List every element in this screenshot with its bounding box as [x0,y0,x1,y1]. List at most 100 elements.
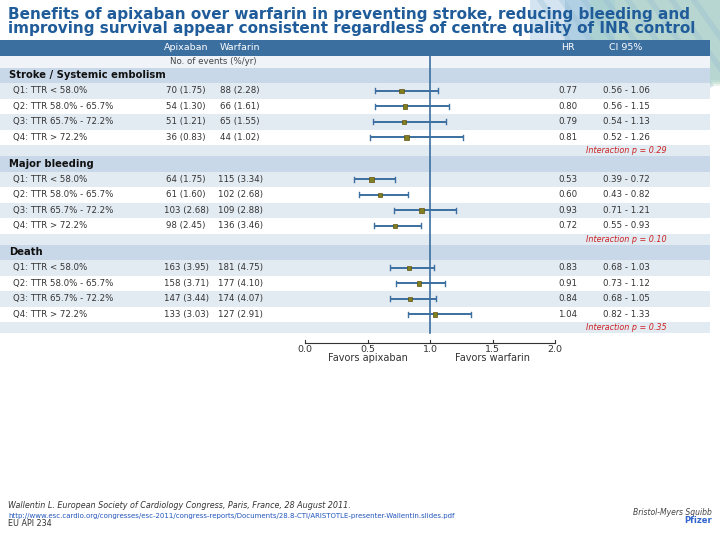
Bar [590,0,720,84]
Text: Major bleeding: Major bleeding [9,159,94,168]
Bar [0,307,710,322]
Text: 181 (4.75): 181 (4.75) [217,263,263,272]
Text: 0.52 - 1.26: 0.52 - 1.26 [603,133,649,141]
Bar [0,56,710,68]
Text: Bristol-Myers Squibb: Bristol-Myers Squibb [633,508,712,517]
Text: Q4: TTR > 72.2%: Q4: TTR > 72.2% [13,310,87,319]
Text: 88 (2.28): 88 (2.28) [220,86,260,95]
Bar [0,260,710,275]
Text: Favors apixaban: Favors apixaban [328,353,408,363]
Text: 0.72: 0.72 [559,221,577,230]
Bar [407,266,411,270]
Text: 0.43 - 0.82: 0.43 - 0.82 [603,190,649,199]
Text: 0.81: 0.81 [559,133,577,141]
Text: Interaction p = 0.29: Interaction p = 0.29 [585,146,666,155]
Text: Q4: TTR > 72.2%: Q4: TTR > 72.2% [13,221,87,230]
Text: 0.71 - 1.21: 0.71 - 1.21 [603,206,649,215]
Text: 177 (4.10): 177 (4.10) [217,279,263,288]
Text: EU API 234: EU API 234 [8,519,52,528]
Bar [0,130,710,145]
Text: 36 (0.83): 36 (0.83) [166,133,206,141]
Bar [0,145,710,156]
Bar [0,233,710,245]
Bar [0,68,710,83]
Bar [0,83,710,98]
Bar [402,104,408,109]
Text: Q3: TTR 65.7% - 72.2%: Q3: TTR 65.7% - 72.2% [13,117,113,126]
Text: 0.60: 0.60 [559,190,577,199]
Bar [0,291,710,307]
Bar [408,296,413,301]
Text: 0.56 - 1.06: 0.56 - 1.06 [603,86,649,95]
Text: 0.53: 0.53 [559,175,577,184]
Text: Q2: TTR 58.0% - 65.7%: Q2: TTR 58.0% - 65.7% [13,190,113,199]
Text: Interaction p = 0.10: Interaction p = 0.10 [585,234,666,244]
Text: Apixaban: Apixaban [163,43,208,52]
Bar [0,275,710,291]
Text: 0.68 - 1.03: 0.68 - 1.03 [603,263,649,272]
Bar [530,0,720,80]
Text: Q1: TTR < 58.0%: Q1: TTR < 58.0% [13,175,87,184]
Bar [0,245,710,260]
Bar [0,202,710,218]
Text: 64 (1.75): 64 (1.75) [166,175,206,184]
Text: Q2: TTR 58.0% - 65.7%: Q2: TTR 58.0% - 65.7% [13,102,113,111]
Bar [404,135,408,139]
Text: 0.84: 0.84 [559,294,577,303]
Text: Q3: TTR 65.7% - 72.2%: Q3: TTR 65.7% - 72.2% [13,294,113,303]
Text: 0.54 - 1.13: 0.54 - 1.13 [603,117,649,126]
Text: 174 (4.07): 174 (4.07) [217,294,263,303]
Text: No. of events (%/yr): No. of events (%/yr) [170,57,256,66]
Text: 0.0: 0.0 [297,345,312,354]
Text: 127 (2.91): 127 (2.91) [217,310,262,319]
Text: 0.91: 0.91 [559,279,577,288]
Bar [565,0,720,82]
Text: 133 (3.03): 133 (3.03) [163,310,209,319]
Text: 0.68 - 1.05: 0.68 - 1.05 [603,294,649,303]
Text: 136 (3.46): 136 (3.46) [217,221,263,230]
Text: 0.55 - 0.93: 0.55 - 0.93 [603,221,649,230]
Text: Stroke / Systemic embolism: Stroke / Systemic embolism [9,70,166,80]
Text: 0.5: 0.5 [360,345,375,354]
Text: Q3: TTR 65.7% - 72.2%: Q3: TTR 65.7% - 72.2% [13,206,113,215]
Bar [402,119,406,124]
Text: 103 (2.68): 103 (2.68) [163,206,209,215]
Text: 2.0: 2.0 [547,345,562,354]
Text: 44 (1.02): 44 (1.02) [220,133,260,141]
Bar [615,0,720,86]
Text: 70 (1.75): 70 (1.75) [166,86,206,95]
Text: 0.77: 0.77 [559,86,577,95]
Text: 0.93: 0.93 [559,206,577,215]
Text: 163 (3.95): 163 (3.95) [163,263,208,272]
Text: 115 (3.34): 115 (3.34) [217,175,263,184]
Text: 0.83: 0.83 [559,263,577,272]
Text: Q1: TTR < 58.0%: Q1: TTR < 58.0% [13,263,87,272]
Bar [0,187,710,202]
Text: Q2: TTR 58.0% - 65.7%: Q2: TTR 58.0% - 65.7% [13,279,113,288]
Text: 109 (2.88): 109 (2.88) [217,206,262,215]
Bar [0,40,710,56]
Text: 0.80: 0.80 [559,102,577,111]
Bar [416,281,421,286]
Bar [392,224,397,228]
Text: Death: Death [9,247,42,257]
Text: Q1: TTR < 58.0%: Q1: TTR < 58.0% [13,86,87,95]
Bar [0,114,710,130]
Text: 102 (2.68): 102 (2.68) [217,190,263,199]
Text: 54 (1.30): 54 (1.30) [166,102,206,111]
Text: Q4: TTR > 72.2%: Q4: TTR > 72.2% [13,133,87,141]
Text: 0.56 - 1.15: 0.56 - 1.15 [603,102,649,111]
Text: 1.04: 1.04 [559,310,577,319]
Text: Benefits of apixaban over warfarin in preventing stroke, reducing bleeding and: Benefits of apixaban over warfarin in pr… [8,7,690,22]
Text: 66 (1.61): 66 (1.61) [220,102,260,111]
Bar [399,89,403,93]
Bar [433,312,437,316]
Text: 0.73 - 1.12: 0.73 - 1.12 [603,279,649,288]
Bar [0,172,710,187]
Text: 158 (3.71): 158 (3.71) [163,279,209,288]
Text: 147 (3.44): 147 (3.44) [163,294,209,303]
Bar [0,218,710,233]
Bar [369,177,374,181]
Text: Interaction p = 0.35: Interaction p = 0.35 [585,323,666,332]
Text: Favors warfarin: Favors warfarin [455,353,530,363]
